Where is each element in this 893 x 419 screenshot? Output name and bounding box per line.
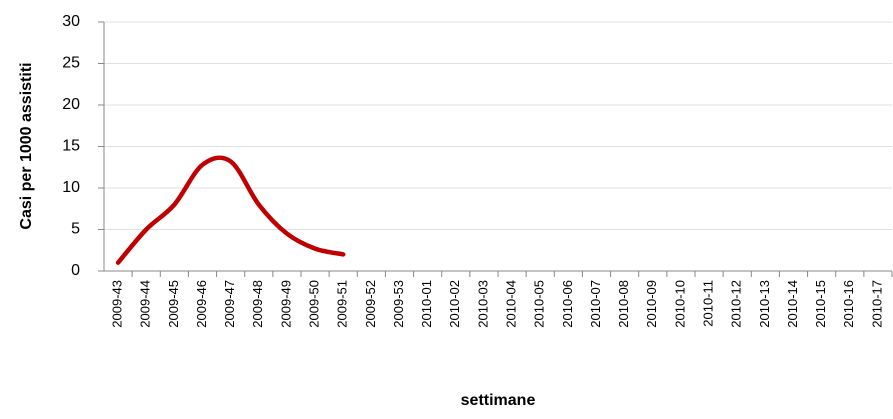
x-tick-label: 2010-16: [841, 280, 856, 328]
y-tick-label: 0: [71, 262, 80, 279]
x-tick-label: 2010-17: [869, 280, 884, 328]
x-tick-label: 2010-15: [813, 280, 828, 328]
x-tick-label: 2010-07: [588, 280, 603, 328]
x-tick-label: 2010-09: [644, 280, 659, 328]
y-tick-label: 30: [62, 13, 80, 30]
x-tick-label: 2009-43: [110, 280, 125, 328]
line-series: [115, 155, 346, 265]
y-tick-label: 20: [62, 96, 80, 113]
x-tick-label: 2009-44: [138, 280, 153, 328]
x-tick-label: 2009-49: [278, 280, 293, 328]
x-tick-label: 2010-04: [504, 280, 519, 328]
x-tick-label: 2009-45: [166, 280, 181, 328]
x-tick-label: 2009-50: [307, 280, 322, 328]
y-axis-title: Casi per 1000 assistiti: [18, 62, 35, 229]
x-tick-label: 2009-53: [391, 280, 406, 328]
x-tick-label: 2010-12: [729, 280, 744, 328]
x-tick-label: 2009-48: [250, 280, 265, 328]
x-tick-label: 2009-47: [222, 280, 237, 328]
x-tick-label: 2010-02: [447, 280, 462, 328]
x-tick-label: 2010-13: [757, 280, 772, 328]
x-tick-label: 2010-10: [672, 280, 687, 328]
x-tick-label: 2010-03: [475, 280, 490, 328]
y-tick-label: 25: [62, 55, 80, 72]
x-tick-label: 2010-05: [532, 280, 547, 328]
x-tick-label: 2009-51: [335, 280, 350, 328]
x-tick-label: 2009-52: [363, 280, 378, 328]
y-tick-label: 10: [62, 179, 80, 196]
x-tick-label: 2010-01: [419, 280, 434, 328]
x-tick-label: 2010-06: [560, 280, 575, 328]
x-tick-label: 2010-08: [616, 280, 631, 328]
x-tick-label: 2010-14: [785, 280, 800, 328]
x-tick-label: 2009-46: [194, 280, 209, 328]
x-tick-label: 2010-11: [701, 280, 716, 327]
y-tick-label: 15: [62, 138, 80, 155]
y-tick-label: 5: [71, 221, 80, 238]
x-axis-title: settimane: [461, 392, 536, 409]
